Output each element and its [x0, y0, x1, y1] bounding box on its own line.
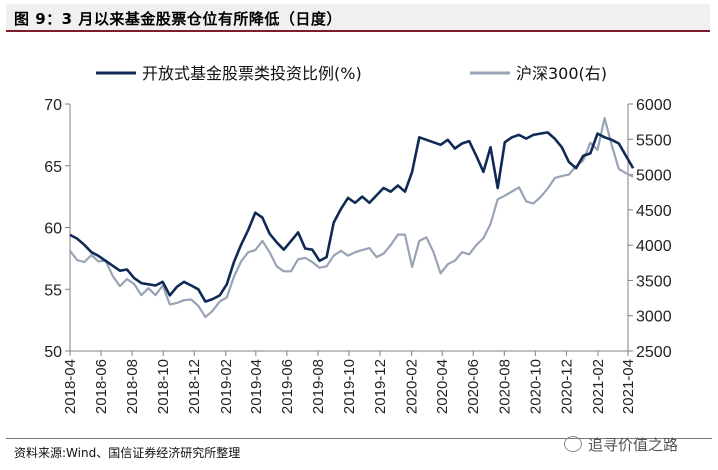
- x-tick-label: 2020-12: [558, 359, 575, 414]
- y-left-tick-label: 50: [44, 344, 62, 361]
- x-tick-label: 2020-02: [404, 359, 421, 414]
- y-right-tick-label: 4000: [636, 238, 672, 255]
- x-tick-label: 2021-04: [620, 359, 637, 414]
- x-tick-label: 2018-08: [124, 359, 141, 414]
- x-tick-label: 2018-10: [155, 359, 172, 414]
- watermark-text: 追寻价值之路: [588, 436, 679, 454]
- source-note: 资料来源:Wind、国信证券经济研究所整理: [14, 446, 241, 460]
- x-tick-label: 2021-02: [590, 359, 607, 414]
- y-left-tick-label: 60: [44, 221, 62, 238]
- figure-title: 图 9：3 月以来基金股票仓位有所降低（日度）: [6, 4, 710, 32]
- x-tick-label: 2020-04: [434, 359, 451, 414]
- line-chart: 50 55 60 65 70 2500 3000 3500 4000 4500 5000 5500 60…: [44, 64, 671, 414]
- y-right-tick-label: 3500: [636, 273, 672, 290]
- y-left-tick-label: 70: [44, 97, 62, 114]
- x-tick-label: 2019-04: [248, 359, 265, 414]
- x-tick-label: 2019-02: [218, 359, 235, 414]
- chart-lines: [69, 117, 635, 319]
- y-right-tick-label: 6000: [636, 97, 672, 114]
- y-left-tick-label: 55: [44, 282, 62, 299]
- series-fund-equity-ratio-line: [69, 131, 635, 303]
- y-right-tick-label: 4500: [636, 203, 672, 220]
- chart-legend: 开放式基金股票类投资比例(%) 沪深300(右): [96, 64, 607, 83]
- x-tick-label: 2020-10: [527, 359, 544, 414]
- x-tick-label: 2020-08: [496, 359, 513, 414]
- x-tick-label: 2019-10: [341, 359, 358, 414]
- x-tick-label: 2020-06: [465, 359, 482, 414]
- source-divider: [6, 438, 712, 439]
- y-right-tick-label: 5000: [636, 168, 672, 185]
- x-tick-label: 2018-04: [62, 359, 79, 414]
- y-left-tick-label: 65: [44, 159, 62, 176]
- x-tick-label: 2018-06: [93, 359, 110, 414]
- x-tick-label: 2018-12: [186, 359, 203, 414]
- watermark: 追寻价值之路: [564, 434, 678, 455]
- x-tick-label: 2019-06: [279, 359, 296, 414]
- y-right-tick-label: 3000: [636, 309, 672, 326]
- y-right-tick-label: 2500: [636, 344, 672, 361]
- y-right-tick-label: 5500: [636, 132, 672, 149]
- x-tick-label: 2019-08: [310, 359, 327, 414]
- wechat-icon: [564, 436, 582, 452]
- legend-label: 沪深300(右): [516, 64, 607, 83]
- legend-label: 开放式基金股票类投资比例(%): [142, 64, 362, 83]
- x-tick-label: 2019-12: [372, 359, 389, 414]
- series-csi300-line: [69, 117, 634, 319]
- chart-axes: 50 55 60 65 70 2500 3000 3500 4000 4500 5000 5500 60…: [44, 97, 671, 414]
